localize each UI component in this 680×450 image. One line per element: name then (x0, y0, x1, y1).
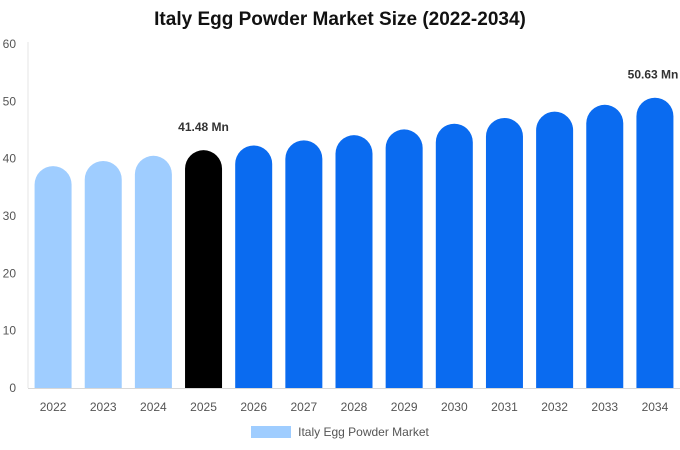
bar (435, 123, 473, 389)
y-tick-label: 40 (3, 152, 17, 166)
y-tick-label: 10 (3, 324, 17, 338)
chart-title: Italy Egg Powder Market Size (2022-2034) (154, 9, 526, 30)
bar (84, 160, 122, 388)
x-tick-label: 2024 (140, 400, 167, 414)
bar (536, 111, 574, 389)
x-tick-label: 2023 (90, 400, 117, 414)
bar (235, 145, 273, 388)
bar (636, 97, 674, 388)
bar (134, 155, 172, 388)
x-tick-label: 2026 (240, 400, 267, 414)
bar (335, 135, 373, 388)
x-tick-label: 2031 (491, 400, 518, 414)
bar (34, 166, 72, 388)
y-tick-label: 30 (3, 209, 17, 223)
x-tick-label: 2030 (441, 400, 468, 414)
x-tick-label: 2028 (341, 400, 368, 414)
x-tick-label: 2032 (541, 400, 568, 414)
legend-label: Italy Egg Powder Market (298, 425, 429, 439)
bar (586, 104, 624, 388)
y-tick-label: 20 (3, 266, 17, 280)
bar (485, 117, 523, 388)
legend-swatch (251, 426, 292, 438)
x-tick-label: 2029 (391, 400, 418, 414)
data-label: 50.63 Mn (628, 68, 679, 82)
bar (285, 140, 323, 388)
x-tick-label: 2025 (190, 400, 217, 414)
bar (385, 129, 423, 388)
data-label: 41.48 Mn (178, 120, 229, 134)
y-tick-label: 60 (3, 37, 17, 51)
y-tick-label: 50 (3, 94, 17, 108)
x-tick-label: 2033 (591, 400, 618, 414)
x-tick-label: 2034 (642, 400, 669, 414)
legend: Italy Egg Powder Market (0, 425, 680, 439)
y-tick-label: 0 (9, 381, 16, 395)
x-tick-label: 2022 (40, 400, 67, 414)
bar (185, 150, 223, 388)
x-tick-label: 2027 (290, 400, 317, 414)
